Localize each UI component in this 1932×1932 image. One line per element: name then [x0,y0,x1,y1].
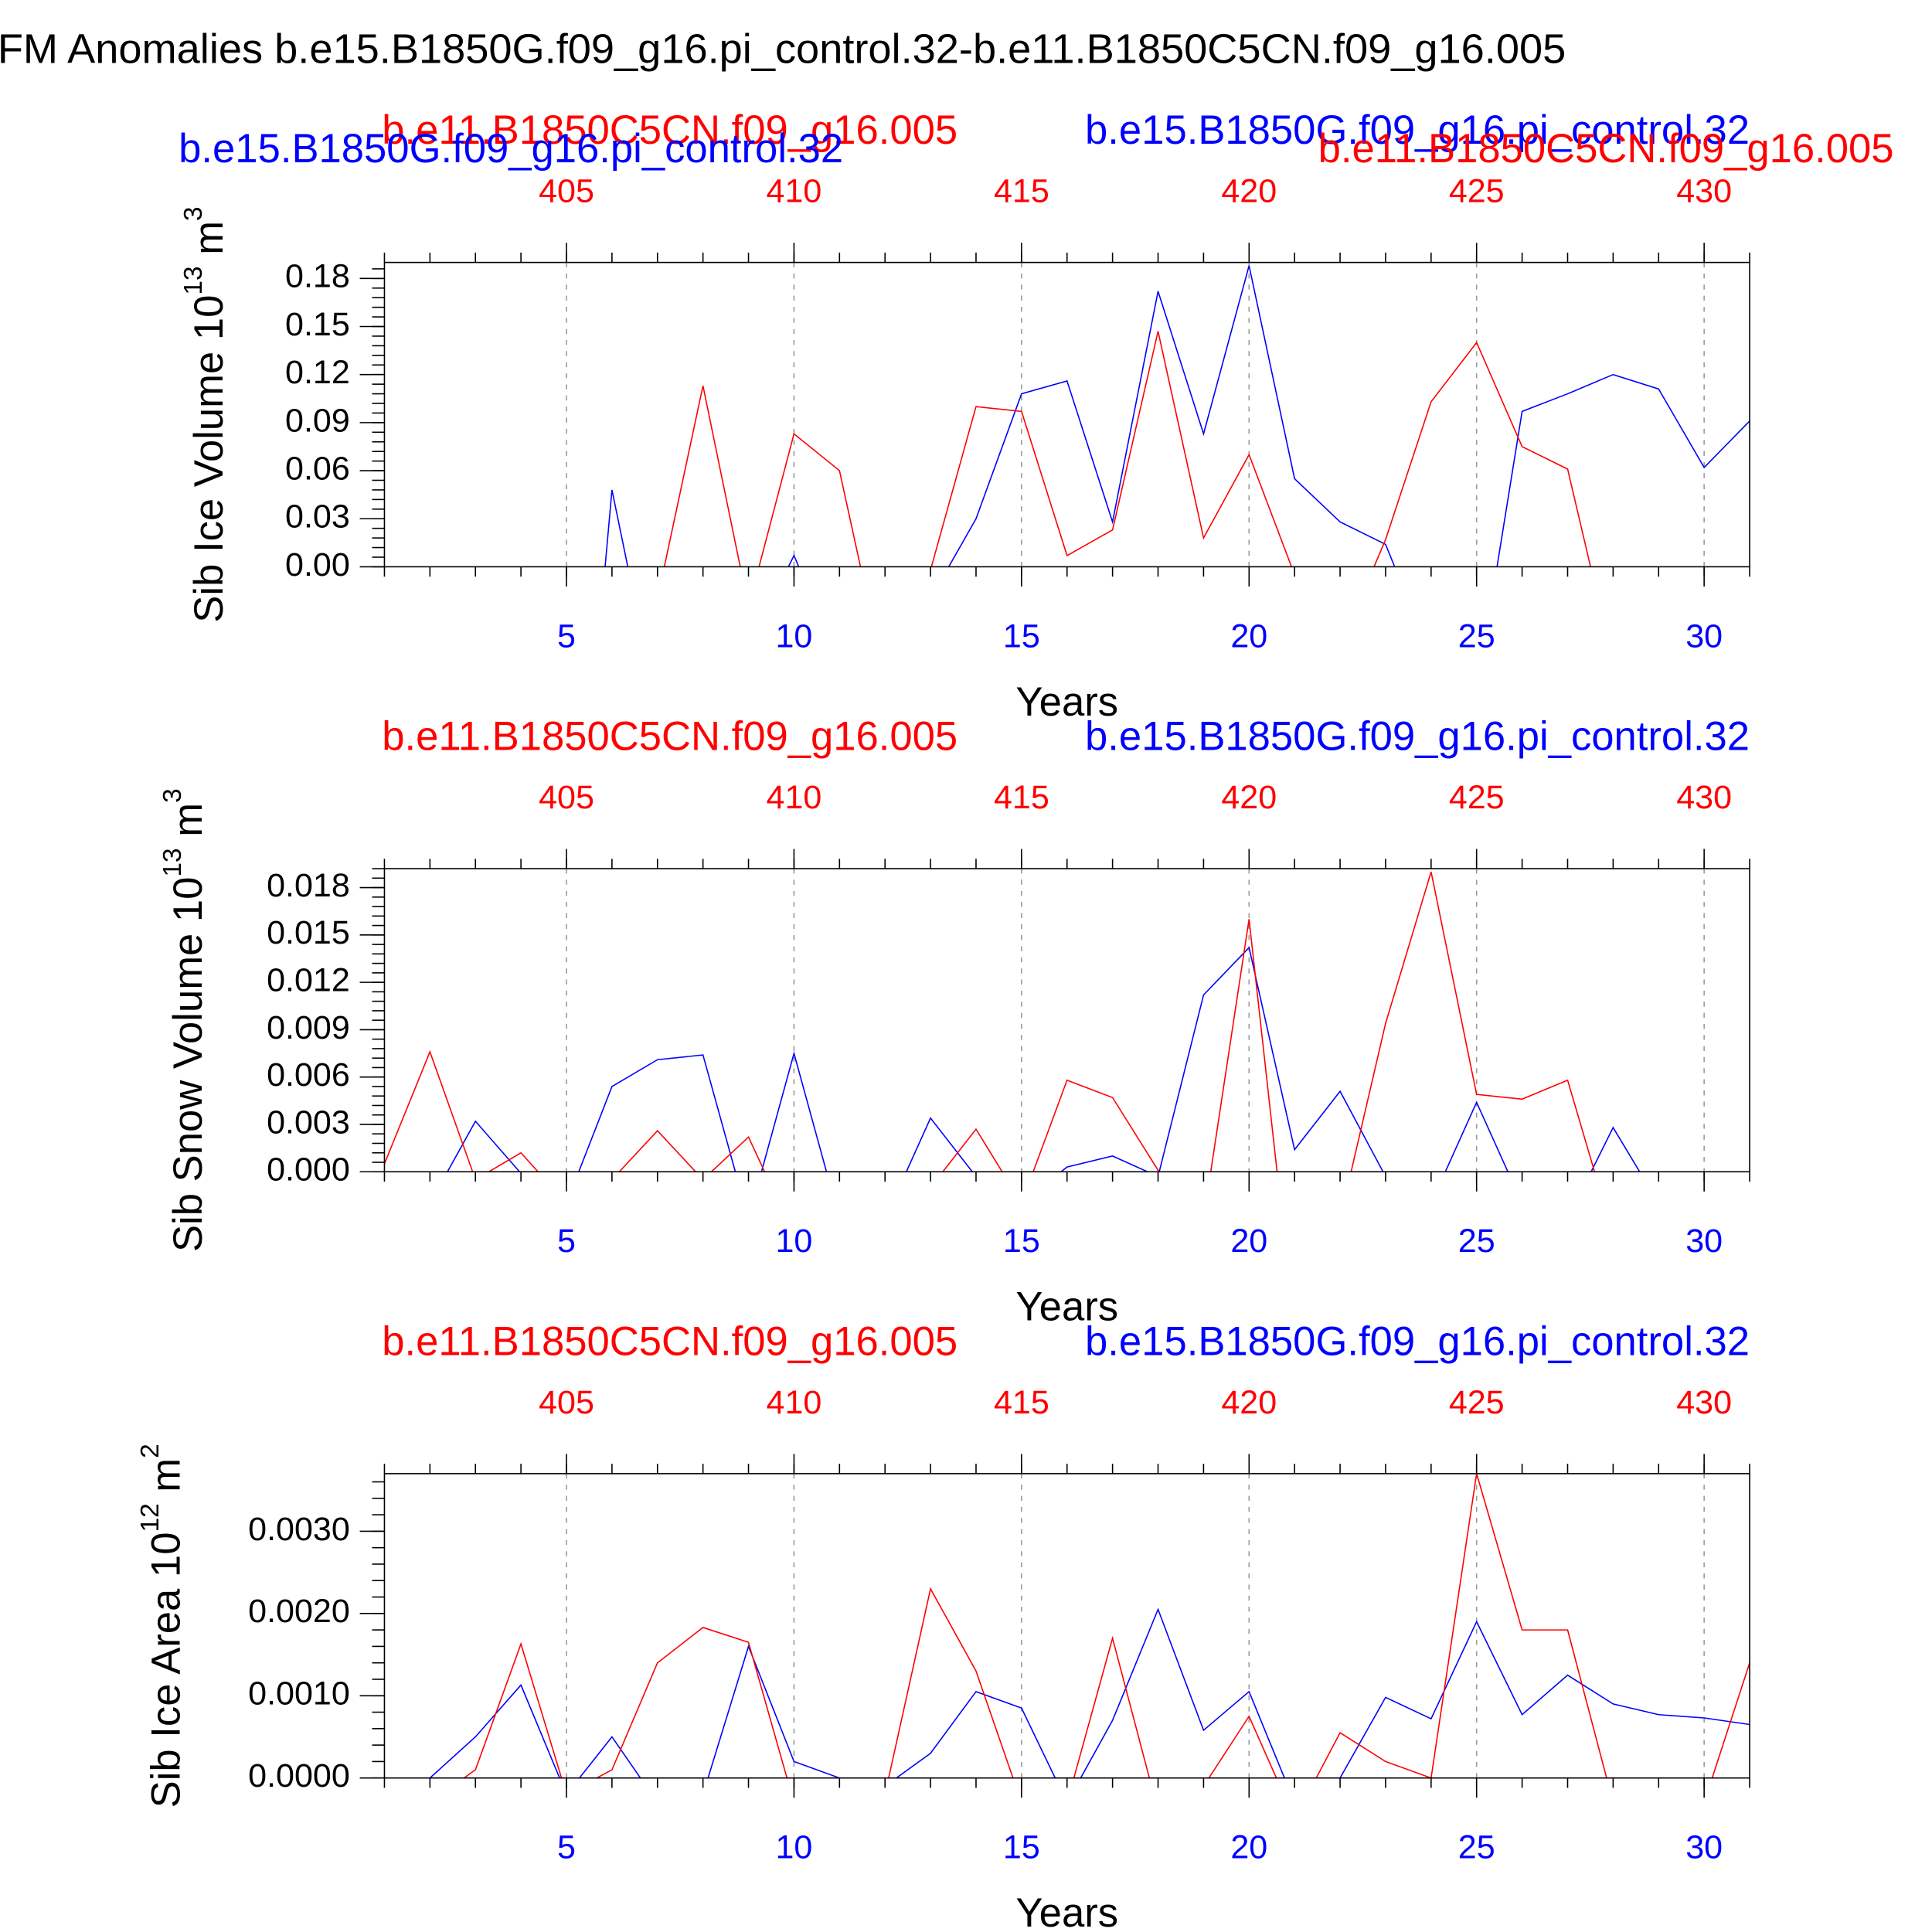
annotation: b.e11.B1850C5CN.f09_g16.005 [1318,126,1894,172]
y-tick-label: 0.006 [267,1056,350,1094]
y-tick-label: 0.012 [267,962,350,999]
x2-tick-label: 420 [1221,779,1277,816]
x2-tick-label: 405 [539,779,594,816]
y-tick-label: 0.15 [285,306,350,343]
y-tick-label: 0.12 [285,354,350,391]
series-line [427,1607,1750,1778]
x2-tick-label: 430 [1676,173,1732,210]
x2-tick-label: 430 [1676,1384,1732,1421]
y-axis-label-part: 3 [179,206,208,221]
x-tick-label: 10 [775,1829,812,1866]
x2-tick-label: 410 [767,1384,822,1421]
y-tick-label: 0.000 [267,1151,350,1189]
plot-frame [383,868,1750,1173]
x-axis-label: Years [1015,679,1118,725]
annotation: b.e11.B1850C5CN.f09_g16.005 [382,714,957,760]
x-tick-label: 25 [1458,1829,1495,1866]
x-tick-label: 30 [1685,617,1723,655]
x2-tick-label: 405 [539,173,594,210]
y-axis-label: Sib Ice Volume 1013 m3 [179,206,232,622]
annotation: b.e15.B1850G.f09_g16.pi_control.32 [1085,714,1750,760]
x-tick-label: 15 [1003,1829,1040,1866]
x-tick-label: 10 [775,1223,812,1260]
y-axis-label-part: Sib Ice Volume 10 [186,295,232,623]
y-axis-label-part: 3 [158,788,187,803]
x2-tick-label: 425 [1449,779,1505,816]
y-tick-label: 0.018 [267,867,350,904]
y-tick-label: 0.00 [285,546,350,583]
y-tick-label: 0.06 [285,450,350,487]
x2-tick-label: 415 [994,173,1049,210]
y-tick-label: 0.0010 [248,1675,350,1713]
x2-tick-label: 415 [994,1384,1049,1421]
x-tick-label: 30 [1685,1829,1723,1866]
panel: FM Anomalies b.e15.B1850G.f09_g16.pi_con… [0,26,1894,725]
series-line [463,1473,1750,1778]
y-axis-label-part: 12 [136,1503,165,1532]
x-axis-label: Years [1015,1284,1118,1330]
annotation: b.e15.B1850G.f09_g16.pi_control.32 [1085,1318,1750,1364]
x2-tick-label: 405 [539,1384,594,1421]
y-tick-label: 0.0020 [248,1593,350,1630]
series-line [447,946,1641,1172]
x-tick-label: 20 [1230,617,1267,655]
chart-title: FM Anomalies b.e15.B1850G.f09_g16.pi_con… [0,26,1566,72]
x-tick-label: 15 [1003,1223,1040,1260]
y-tick-label: 0.09 [285,402,350,439]
x2-tick-label: 415 [994,779,1049,816]
series-line [384,871,1596,1172]
y-axis-label-part: Sib Snow Volume 10 [165,877,211,1252]
x-axis-label: Years [1015,1890,1118,1932]
x2-tick-label: 420 [1221,173,1277,210]
y-tick-label: 0.009 [267,1009,350,1046]
series-line [604,265,1750,567]
y-tick-label: 0.18 [285,258,350,295]
x-tick-label: 5 [557,1829,576,1866]
x2-tick-label: 410 [767,779,822,816]
series-line [663,331,1591,567]
plot-area [427,1473,1750,1778]
x-tick-label: 10 [775,617,812,655]
x2-tick-label: 420 [1221,1384,1277,1421]
y-axis-label-part: 13 [179,266,208,294]
y-axis-label-part: 13 [158,848,187,876]
annotation: b.e15.B1850G.f09_g16.pi_control.32 [1085,107,1750,153]
annotation: b.e11.B1850C5CN.f09_g16.005 [382,1318,957,1364]
y-tick-label: 0.015 [267,914,350,951]
x-tick-label: 25 [1458,1223,1495,1260]
x2-tick-label: 425 [1449,1384,1505,1421]
x2-tick-label: 410 [767,173,822,210]
panel: b.e11.B1850C5CN.f09_g16.005 b.e15.B1850G.… [136,1318,1750,1932]
x2-tick-label: 425 [1449,173,1505,210]
y-axis-label-part: m [186,221,232,266]
y-axis-label-part: m [165,803,211,848]
x-tick-label: 15 [1003,617,1040,655]
panel: b.e11.B1850C5CN.f09_g16.005 b.e15.B1850G.… [158,714,1750,1330]
x-tick-label: 25 [1458,617,1495,655]
y-tick-label: 0.0030 [248,1511,350,1548]
plot-area [384,871,1641,1172]
plot-area [604,265,1750,567]
plot-frame [383,1473,1750,1779]
y-tick-label: 0.0000 [248,1757,350,1794]
y-axis-label-part: 2 [136,1444,165,1458]
y-axis-label-part: Sib Ice Area 10 [143,1532,189,1808]
annotation: b.e15.B1850G.f09_g16.pi_control.32 [179,126,843,172]
y-axis-label: Sib Ice Area 1012 m2 [136,1444,189,1808]
y-tick-label: 0.03 [285,498,350,536]
y-tick-label: 0.003 [267,1104,350,1141]
x-tick-label: 20 [1230,1223,1267,1260]
x-tick-label: 5 [557,1223,576,1260]
x-tick-label: 5 [557,617,576,655]
x-tick-label: 30 [1685,1223,1723,1260]
plot-frame [383,261,1750,568]
x-tick-label: 20 [1230,1829,1267,1866]
x2-tick-label: 430 [1676,779,1732,816]
y-axis-label-part: m [143,1458,189,1503]
annotation: b.e11.B1850C5CN.f09_g16.005 [382,107,957,153]
y-axis-label: Sib Snow Volume 1013 m3 [158,788,211,1252]
